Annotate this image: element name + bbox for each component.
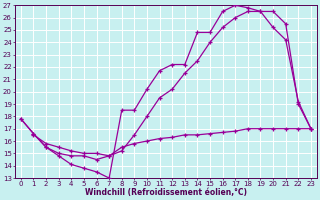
X-axis label: Windchill (Refroidissement éolien,°C): Windchill (Refroidissement éolien,°C) [85, 188, 247, 197]
